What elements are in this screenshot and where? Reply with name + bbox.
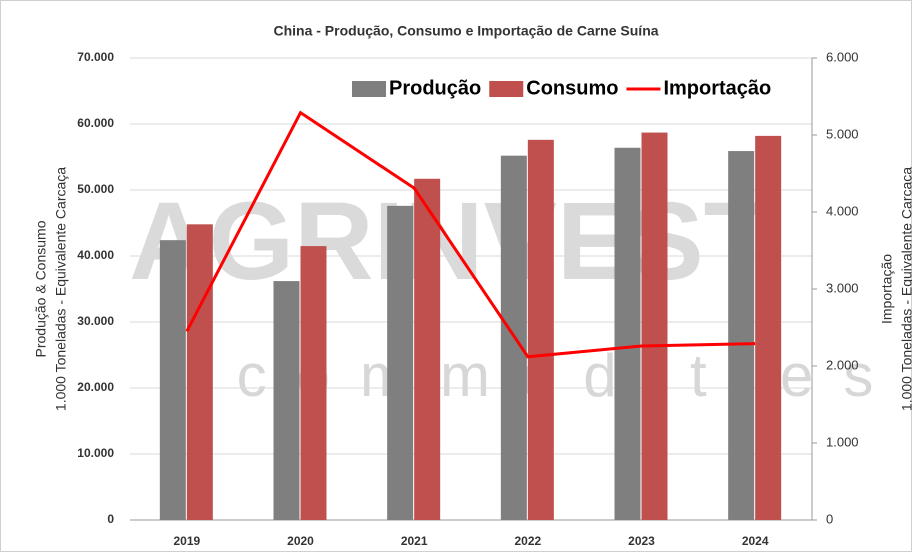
legend-swatch	[489, 81, 524, 97]
x-tick-label: 2024	[742, 534, 769, 548]
y-tick-label: 30.000	[77, 314, 114, 328]
bar	[614, 147, 641, 520]
legend-label: Importação	[663, 77, 771, 99]
y-axis-title: Produção & Consumo	[33, 220, 49, 357]
x-tick-label: 2022	[514, 534, 541, 548]
bar	[414, 178, 441, 520]
bar	[273, 281, 300, 520]
y-tick-label: 40.000	[77, 248, 114, 262]
y2-tick-label: 2.000	[826, 357, 859, 372]
y2-tick-label: 3.000	[826, 280, 859, 295]
y-tick-label: 50.000	[77, 182, 114, 196]
y-tick-label: 20.000	[77, 380, 114, 394]
x-tick-label: 2021	[401, 534, 428, 548]
y-axis-title: 1.000 Toneladas - Equivalente Carcaça	[53, 167, 69, 411]
y2-tick-label: 6.000	[826, 49, 859, 64]
bar	[527, 139, 554, 520]
bar	[755, 135, 782, 520]
chart-title: China - Produção, Consumo e Importação d…	[273, 23, 658, 39]
y2-tick-label: 0	[826, 511, 833, 526]
x-tick-label: 2020	[287, 534, 314, 548]
bar	[300, 246, 327, 520]
bar	[186, 224, 213, 520]
bar	[641, 132, 668, 520]
legend-label: Consumo	[526, 77, 618, 99]
y2-tick-label: 5.000	[826, 126, 859, 141]
y2-axis-title: 1.000 Toneladas - Equivalente Carcaça	[899, 167, 912, 411]
legend-label: Produção	[389, 77, 481, 99]
x-tick-label: 2023	[628, 534, 655, 548]
bar	[728, 151, 755, 520]
y2-axis-title: Importação	[879, 254, 895, 324]
bar	[159, 240, 186, 520]
y2-tick-label: 1.000	[826, 434, 859, 449]
y2-tick-label: 4.000	[826, 203, 859, 218]
x-tick-label: 2019	[173, 534, 200, 548]
y-tick-label: 10.000	[77, 446, 114, 460]
y-tick-label: 70.000	[77, 50, 114, 64]
legend-swatch	[352, 81, 386, 97]
y-tick-label: 0	[107, 512, 114, 526]
line	[185, 110, 756, 359]
bar	[387, 205, 414, 520]
y-tick-label: 60.000	[77, 116, 114, 130]
